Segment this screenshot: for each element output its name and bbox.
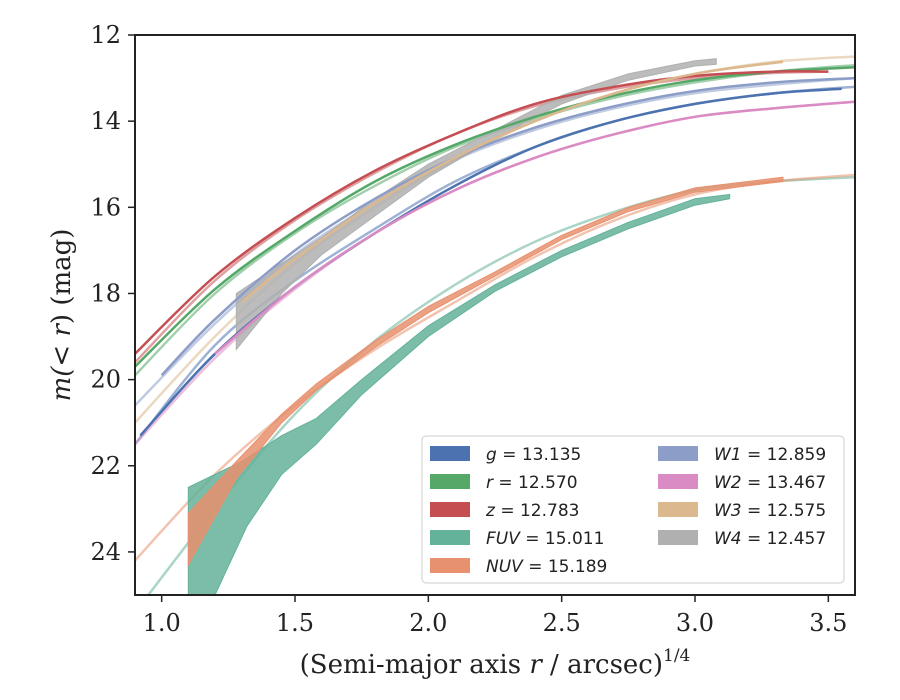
legend-label-W4: W4 = 12.457 (714, 529, 826, 549)
legend-swatch-W1 (658, 446, 698, 461)
series-r-line (135, 66, 855, 368)
legend-swatch-z (430, 502, 470, 517)
x-tick-label-1: 1.5 (276, 609, 314, 637)
legend-label-W3: W3 = 12.575 (714, 501, 826, 521)
y-axis-label-mid: < r (47, 323, 77, 367)
legend-swatch-W2 (658, 474, 698, 489)
y-axis-label: m(< r) (mag) (47, 229, 77, 402)
y-axis-label-post: ) (mag) (47, 229, 77, 325)
y-tick-label-5: 22 (90, 452, 121, 480)
legend-label-W1: W1 = 12.859 (714, 445, 826, 465)
x-tick-label-4: 3.0 (676, 609, 714, 637)
legend-label-r: r = 12.570 (486, 473, 578, 493)
legend-frame (421, 435, 845, 584)
series-W1-extrapolation (135, 76, 855, 407)
legend-swatch-W3 (658, 502, 698, 517)
legend-swatch-g (430, 446, 470, 461)
y-tick-label-4: 20 (90, 366, 121, 394)
series-FUV-band (187, 193, 731, 595)
legend-label-FUV: FUV = 15.011 (486, 529, 604, 549)
series-W1-line (160, 76, 855, 377)
y-tick-label-0: 12 (90, 21, 121, 49)
series-W4-band (235, 58, 717, 351)
legend: g = 13.135 r = 12.570 z = 12.783 FUV = 15.0… (421, 435, 845, 584)
series-W3-line (240, 60, 784, 304)
x-axis-ticks: 1.0 1.5 2.0 2.5 3.0 3.5 (143, 595, 847, 637)
y-axis-label-pre: m( (47, 366, 77, 402)
legend-label-z: z = 12.783 (485, 501, 579, 521)
y-tick-label-3: 18 (90, 279, 121, 307)
y-tick-label-1: 14 (90, 107, 121, 135)
x-tick-label-3: 2.5 (543, 609, 581, 637)
legend-swatch-NUV (430, 558, 470, 573)
x-tick-label-2: 2.0 (409, 609, 447, 637)
x-axis-label: (Semi-major axis r / arcsec)1/4 (300, 646, 691, 680)
x-tick-label-0: 1.0 (143, 609, 181, 637)
y-tick-label-6: 24 (90, 538, 121, 566)
legend-swatch-W4 (658, 530, 698, 545)
series-z-line (135, 70, 829, 355)
legend-swatch-FUV (430, 530, 470, 545)
x-axis-label-pre: (Semi-major axis (300, 650, 530, 680)
series-W2-line (214, 100, 855, 355)
y-axis-ticks: 12 14 16 18 20 22 24 (90, 21, 135, 566)
series-NUV-band (187, 176, 784, 567)
legend-label-g: g = 13.135 (486, 445, 581, 465)
x-tick-label-5: 3.5 (809, 609, 847, 637)
legend-label-NUV: NUV = 15.189 (486, 557, 607, 577)
x-axis-label-var: r (529, 650, 543, 680)
plot-series (135, 55, 855, 595)
x-axis-label-exponent: 1/4 (663, 646, 690, 666)
legend-label-W2: W2 = 13.467 (714, 473, 826, 493)
x-axis-label-post: / arcsec) (542, 650, 663, 680)
plot-frame (134, 34, 856, 596)
y-tick-label-2: 16 (90, 193, 121, 221)
legend-swatch-r (430, 474, 470, 489)
